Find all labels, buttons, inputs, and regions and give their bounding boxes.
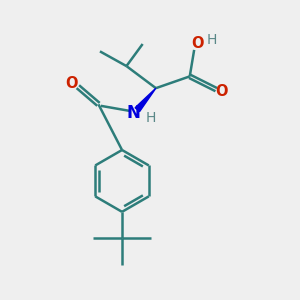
Text: H: H <box>207 33 217 47</box>
Text: O: O <box>191 37 203 52</box>
Text: H: H <box>146 112 156 125</box>
Text: N: N <box>127 104 141 122</box>
Text: O: O <box>66 76 78 91</box>
Text: O: O <box>215 85 228 100</box>
Polygon shape <box>135 88 156 112</box>
